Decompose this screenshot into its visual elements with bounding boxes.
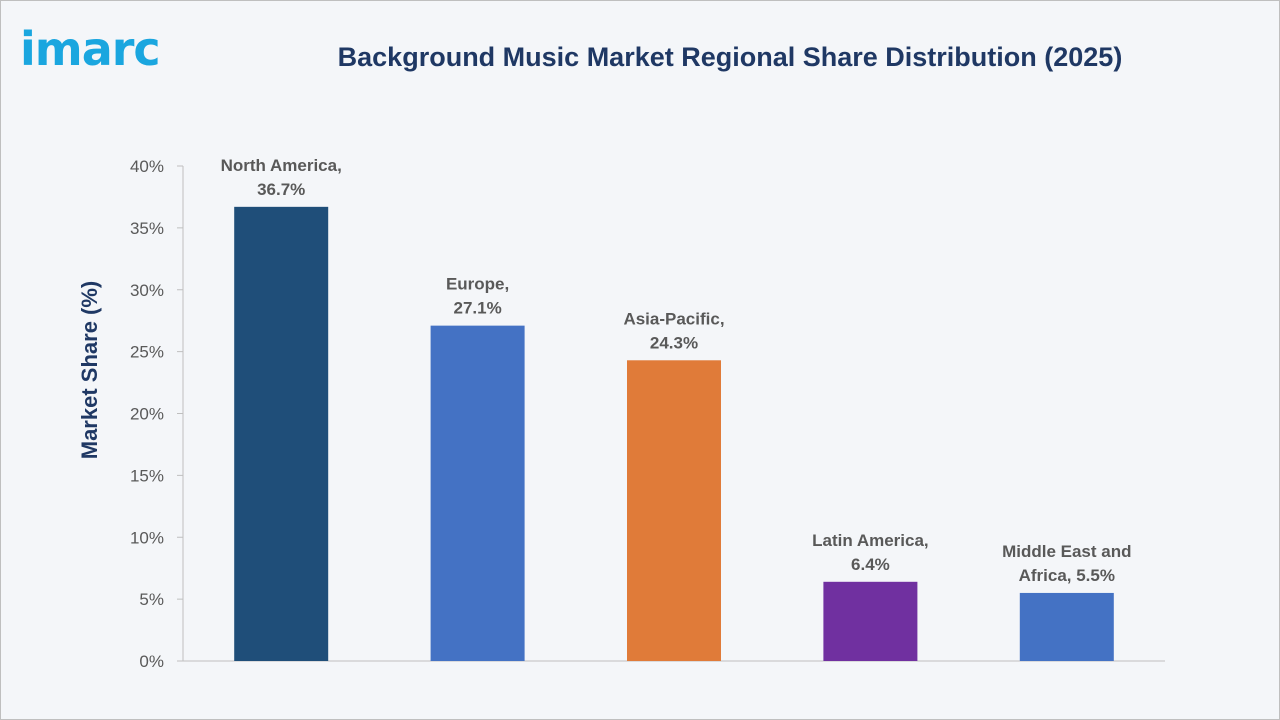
data-label: Asia-Pacific, — [623, 309, 724, 328]
y-tick-label: 40% — [130, 157, 164, 176]
data-label: Latin America, — [812, 531, 929, 550]
data-label: 36.7% — [257, 180, 305, 199]
data-label: North America, — [221, 156, 342, 175]
chart-title: Background Music Market Regional Share D… — [337, 42, 1123, 72]
y-tick-label: 25% — [130, 343, 164, 362]
y-axis-label: Market Share (%) — [77, 281, 102, 460]
bar-asia-pacific — [627, 360, 721, 661]
bar-europe — [430, 325, 525, 661]
data-label: Africa, 5.5% — [1019, 566, 1115, 585]
y-tick-label: 35% — [130, 219, 164, 238]
y-tick-label: 5% — [139, 590, 164, 609]
data-label: 24.3% — [650, 333, 698, 352]
data-label: Middle East and — [1002, 542, 1131, 561]
y-tick-label: 20% — [130, 405, 164, 424]
y-tick-label: 0% — [139, 652, 164, 671]
imarc-logo: imarc — [20, 22, 161, 76]
bar-north-america — [234, 206, 329, 661]
bar-middle-east-and-africa — [1019, 592, 1114, 661]
bar-latin-america — [823, 581, 918, 661]
data-label: 27.1% — [453, 299, 501, 318]
y-tick-label: 30% — [130, 281, 164, 300]
y-tick-label: 15% — [130, 466, 164, 485]
data-label: Europe, — [446, 275, 509, 294]
y-tick-label: 10% — [130, 528, 164, 547]
data-label: 6.4% — [851, 555, 890, 574]
